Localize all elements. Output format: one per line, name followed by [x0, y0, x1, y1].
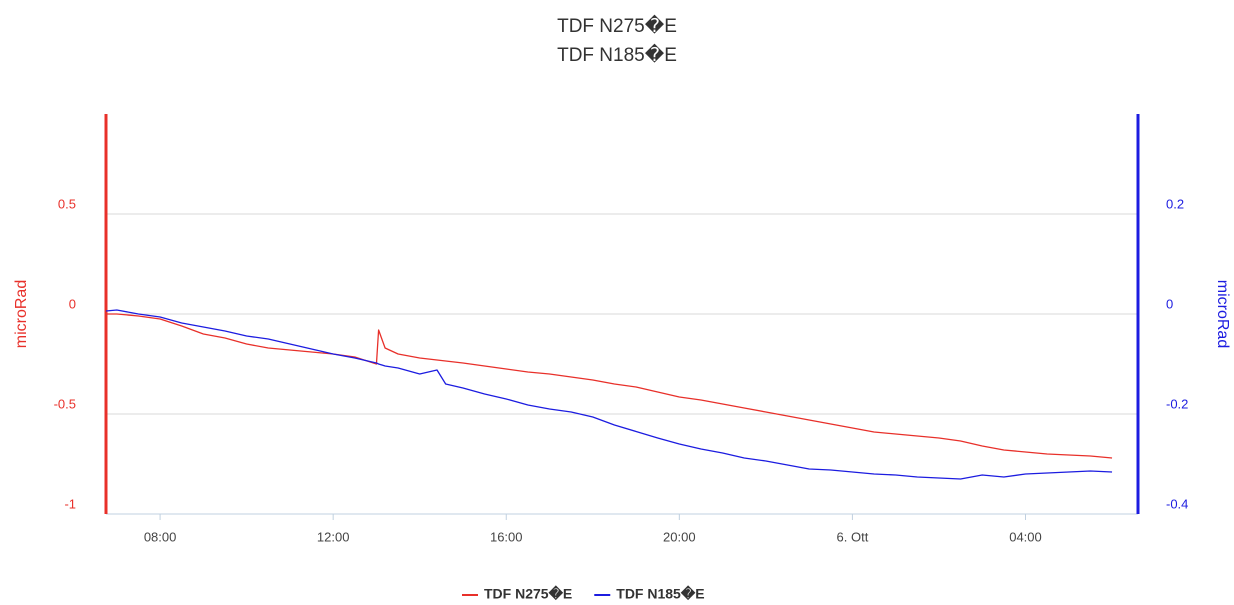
series-line — [106, 313, 1113, 459]
x-tick-label: 12:00 — [317, 529, 350, 544]
x-tick-label: 08:00 — [144, 529, 177, 544]
series-line — [105, 309, 1113, 480]
y2-tick-label: 0 — [1166, 296, 1173, 311]
y2-tick-label: 0.2 — [1166, 196, 1184, 211]
x-tick-label: 16:00 — [490, 529, 523, 544]
chart-subtitle: TDF N185�E — [557, 43, 677, 66]
y-tick-label: -0.5 — [54, 396, 76, 411]
y2-tick-label: -0.2 — [1166, 396, 1188, 411]
y2-tick-label: -0.4 — [1166, 496, 1188, 511]
y-axis-title: microRad — [13, 280, 30, 348]
y-tick-label: 0.5 — [58, 196, 76, 211]
y-tick-label: -1 — [64, 496, 76, 511]
y-tick-label: 0 — [69, 296, 76, 311]
y2-axis-title: microRad — [1214, 280, 1231, 348]
legend-label: TDF N185�E — [616, 585, 704, 602]
legend-label: TDF N275�E — [484, 585, 572, 602]
x-tick-label: 20:00 — [663, 529, 696, 544]
chart-title: TDF N275�E — [557, 14, 677, 37]
x-tick-label: 6. Ott — [837, 529, 869, 544]
x-tick-label: 04:00 — [1009, 529, 1042, 544]
